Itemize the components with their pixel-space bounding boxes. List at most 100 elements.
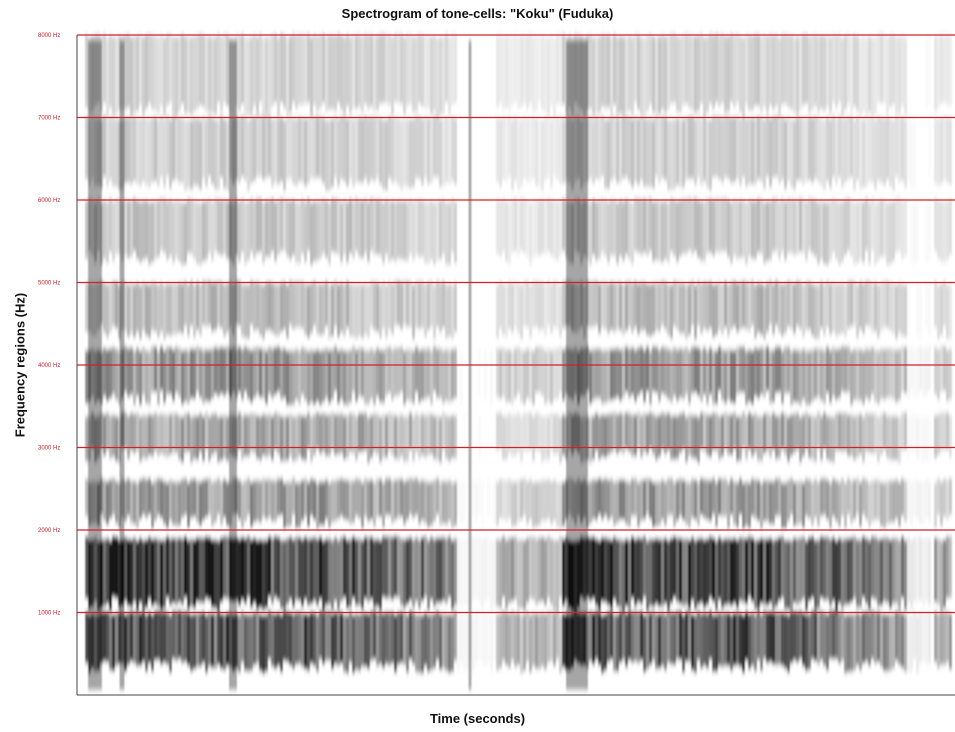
- spectro-cell: [454, 32, 457, 103]
- spectro-cell: [247, 119, 250, 191]
- spectro-cell: [247, 614, 250, 672]
- spectro-cell: [646, 199, 649, 256]
- spectro-cell: [715, 198, 718, 253]
- spectro-cell: [316, 115, 319, 178]
- spectro-cell: [712, 478, 715, 515]
- spectro-cell: [892, 613, 895, 669]
- spectro-cell: [214, 36, 217, 115]
- spectro-cell: [814, 610, 817, 661]
- spectro-cell: [154, 282, 157, 332]
- spectro-cell: [172, 610, 175, 659]
- spectro-cell: [352, 536, 355, 599]
- spectro-cell: [385, 415, 388, 458]
- spectro-cell: [319, 610, 322, 659]
- spectro-cell: [343, 536, 346, 598]
- spectro-cell: [631, 611, 634, 663]
- spectro-cell: [190, 280, 193, 326]
- spectro-cell: [292, 478, 295, 515]
- spectro-cell: [214, 413, 217, 453]
- spectro-cell: [112, 201, 115, 262]
- spectro-cell: [937, 34, 940, 108]
- spectro-cell: [739, 199, 742, 258]
- spectro-cell: [721, 349, 724, 401]
- spectro-cell: [259, 614, 262, 672]
- spectro-cell: [289, 115, 292, 179]
- spectro-cell: [541, 347, 544, 396]
- spectro-cell: [655, 613, 658, 670]
- spectro-cell: [769, 118, 772, 188]
- spectro-cell: [868, 280, 871, 327]
- spectro-cell: [553, 480, 556, 521]
- spectro-cell: [793, 481, 796, 526]
- spectro-cell: [478, 348, 481, 396]
- spectro-cell: [763, 610, 766, 659]
- spectro-cell: [742, 346, 745, 393]
- spectro-cell: [199, 348, 202, 398]
- spectro-cell: [829, 610, 832, 659]
- spectro-cell: [103, 32, 106, 104]
- spectro-cell: [499, 412, 502, 449]
- spectro-cell: [379, 478, 382, 517]
- spectro-cell: [928, 417, 931, 463]
- spectro-cell: [193, 200, 196, 260]
- spectro-cell: [109, 415, 112, 459]
- spectro-cell: [511, 119, 514, 191]
- spectro-cell: [157, 199, 160, 258]
- spectro-cell: [934, 197, 937, 252]
- spectro-cell: [775, 33, 778, 106]
- spectro-cell: [853, 536, 856, 599]
- spectro-cell: [748, 117, 751, 185]
- spectro-cell: [700, 412, 703, 450]
- spectro-cell: [652, 119, 655, 189]
- spectro-cell: [442, 36, 445, 114]
- spectro-cell: [856, 478, 859, 515]
- spectro-cell: [349, 283, 352, 336]
- spectro-cell: [283, 539, 286, 610]
- spectro-cell: [427, 414, 430, 456]
- spectro-cell: [643, 37, 646, 117]
- spectro-cell: [430, 117, 433, 183]
- spectro-cell: [109, 479, 112, 519]
- spectro-cell: [784, 414, 787, 456]
- spectro-cell: [397, 536, 400, 598]
- spectro-cell: [847, 197, 850, 251]
- spectro-cell: [433, 480, 436, 522]
- spectro-cell: [673, 612, 676, 666]
- spectro-cell: [127, 200, 130, 259]
- spectro-cell: [751, 612, 754, 666]
- spectro-cell: [190, 538, 193, 607]
- spectro-cell: [826, 202, 829, 266]
- spectro-cell: [157, 350, 160, 405]
- spectro-cell: [304, 201, 307, 263]
- spectro-cell: [730, 414, 733, 456]
- spectro-cell: [709, 119, 712, 191]
- spectro-cell: [322, 349, 325, 403]
- spectro-cell: [784, 33, 787, 104]
- spectro-cell: [772, 35, 775, 110]
- spectro-cell: [727, 283, 730, 337]
- spectro-cell: [220, 346, 223, 394]
- spectro-cell: [742, 482, 745, 530]
- spectro-cell: [151, 414, 154, 457]
- spectro-cell: [301, 347, 304, 395]
- spectro-cell: [253, 413, 256, 454]
- spectro-cell: [712, 115, 715, 178]
- spectro-cell: [496, 348, 499, 398]
- spectro-cell: [361, 284, 364, 339]
- spectro-cell: [667, 348, 670, 400]
- spectro-cell: [103, 347, 106, 397]
- spectro-cell: [472, 479, 475, 517]
- spectro-cell: [595, 412, 598, 451]
- spectro-cell: [400, 611, 403, 663]
- y-tick-label: 5000 Hz: [38, 281, 60, 287]
- spectro-cell: [337, 284, 340, 338]
- spectro-cell: [886, 202, 889, 266]
- spectro-cell: [640, 36, 643, 116]
- spectro-cell: [889, 202, 892, 264]
- spectro-cell: [829, 416, 832, 462]
- energy-band: [85, 535, 952, 612]
- spectro-cell: [379, 284, 382, 339]
- spectro-cell: [436, 478, 439, 515]
- spectro-cell: [451, 349, 454, 401]
- spectro-cell: [331, 540, 334, 611]
